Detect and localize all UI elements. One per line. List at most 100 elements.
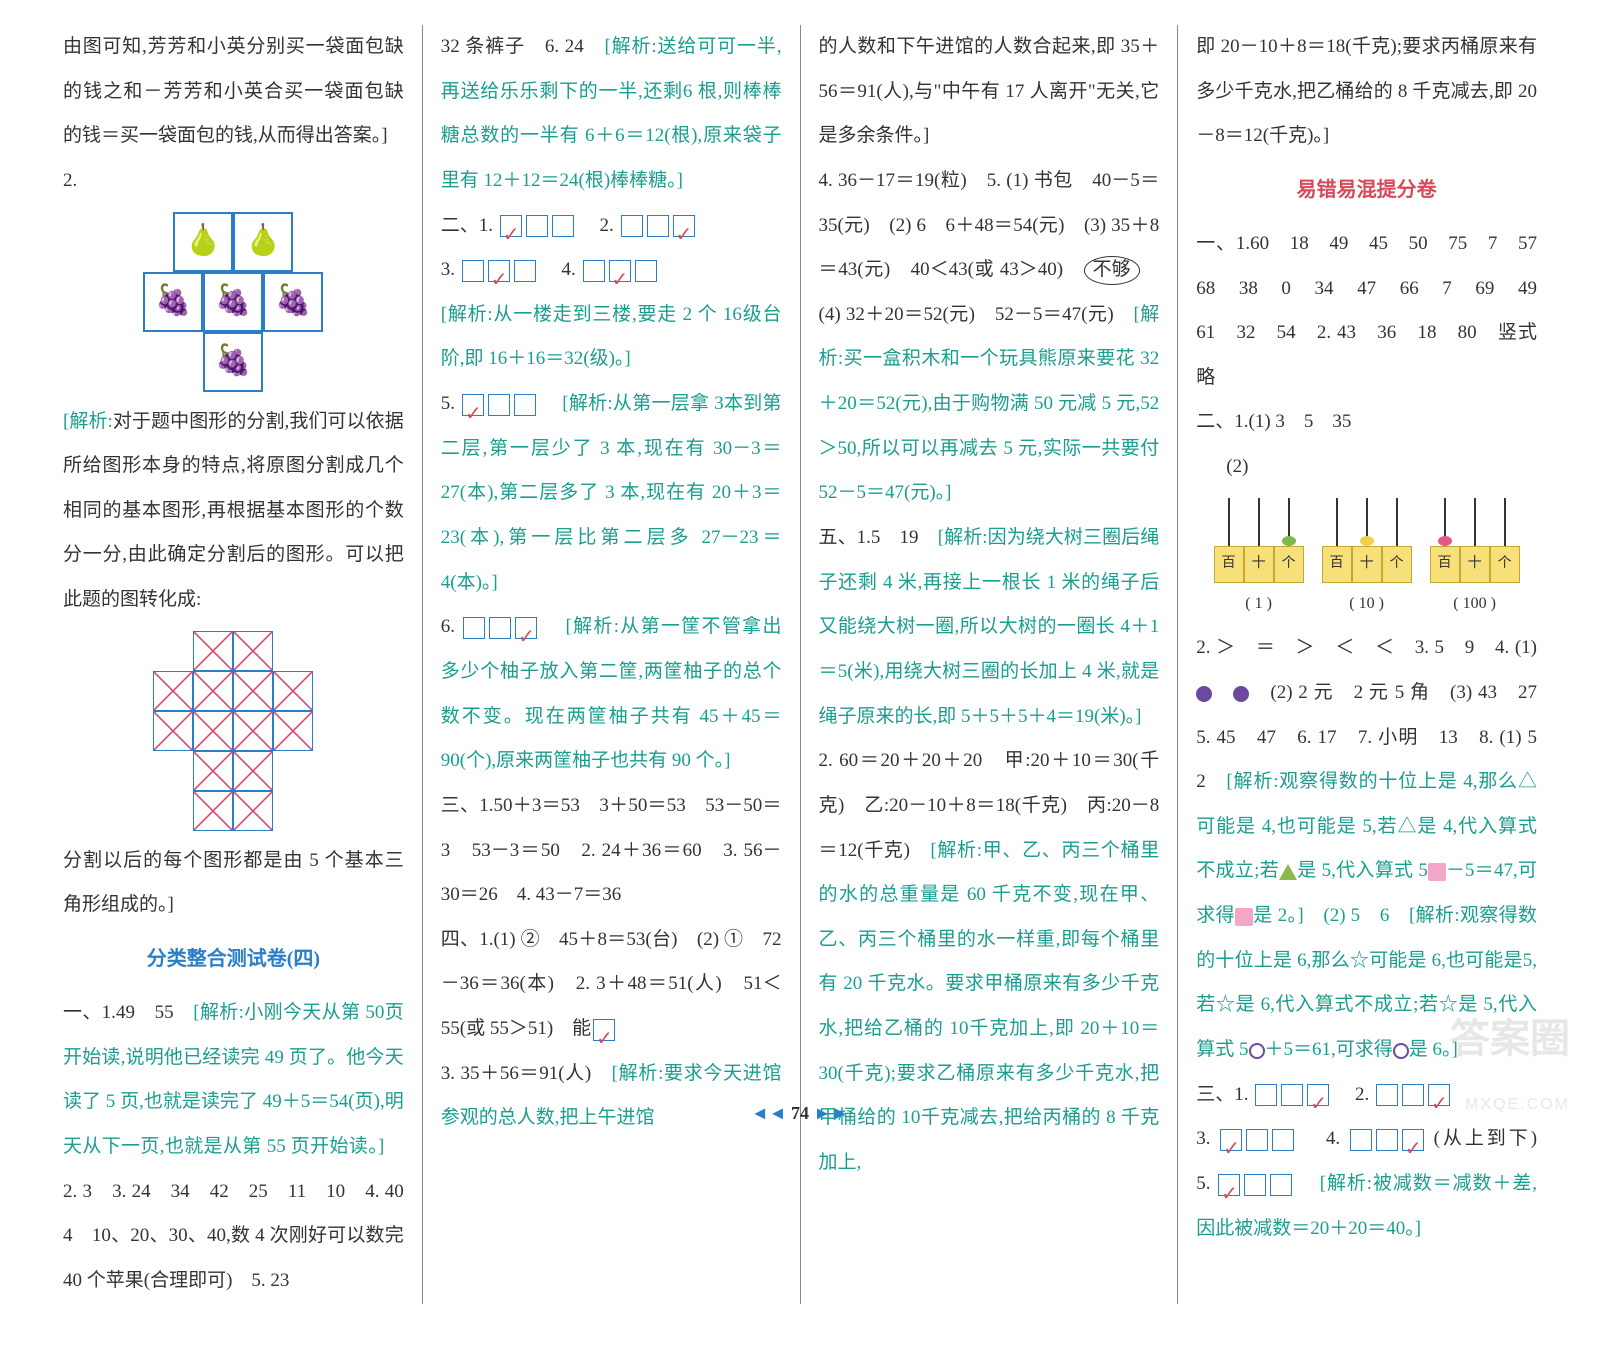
analysis-text: 是 5,代入算式 5 — [1297, 860, 1428, 881]
checkbox-icon — [462, 260, 484, 282]
circle-icon — [1196, 686, 1212, 702]
label: 五、1. — [819, 527, 871, 548]
item: 6. [解析:从第一筐不管拿出多少个柚子放入第二筐,两筐柚子的总个数不变。现在两… — [441, 605, 782, 784]
section-title: 分类整合测试卷(四) — [63, 936, 404, 983]
analysis-text: [解析:对于题中图形的分割,我们可以依据所给图形本身的特点,将原图分割成几个相同… — [63, 400, 404, 623]
checkbox-icon — [1218, 1174, 1240, 1196]
label: 三、1. — [441, 795, 494, 816]
checkbox-icon — [647, 215, 669, 237]
text: 2. ＞ ＝ ＞ ＜ ＜ 3. 5 9 4. (1) — [1196, 637, 1537, 658]
checkbox-icon — [593, 1019, 615, 1041]
item: 二、1.(1) 3 5 35 — [1196, 400, 1537, 445]
cell: 🍐 — [173, 212, 233, 272]
label: 6. — [441, 616, 455, 637]
abacus-label: 个 — [1382, 546, 1412, 583]
checkbox-icon — [609, 260, 631, 282]
analysis-text: 是 2。] (2) 5 6 — [1253, 905, 1409, 926]
text: 49 55 — [116, 1002, 193, 1023]
label: 5. — [441, 393, 455, 414]
text: 2. 3 3. 24 34 42 25 11 10 4. 40 4 10、20、… — [63, 1136, 423, 1291]
checkbox-icon — [488, 394, 510, 416]
section-title: 易错易混提分卷 — [1196, 167, 1537, 214]
checkbox-icon — [635, 260, 657, 282]
text: 3. 35＋56＝91(人) — [441, 1063, 612, 1084]
analysis-text: [解析:因为绕大树三圈后绳子还剩 4 米,再接上一根长 1 米的绳子后又能绕大树… — [819, 527, 1160, 727]
square-icon — [1428, 863, 1446, 881]
cell: 🍇 — [203, 332, 263, 392]
analysis-text: [解析:从一楼走到三楼,要走 2 个 16级台阶,即 16＋16＝32(级)。] — [441, 293, 782, 382]
checkbox-icon — [1270, 1174, 1292, 1196]
checkbox-icon — [488, 260, 510, 282]
item: 3. 4. (从上到下) 5. [解析:被减数＝减数＋差,因此被减数＝20＋20… — [1196, 1117, 1537, 1251]
square-icon — [1235, 908, 1253, 926]
item: 一、1.60 18 49 45 50 75 7 57 68 38 0 34 47… — [1196, 222, 1537, 401]
abacus-label: 个 — [1274, 546, 1304, 583]
abacus-caption: ( 100 ) — [1430, 585, 1520, 623]
page-footer: ◄◄ 74 ►► — [0, 1092, 1600, 1134]
abacus-label: 个 — [1490, 546, 1520, 583]
abacus-caption: ( 1 ) — [1214, 585, 1304, 623]
label: 四、1. — [441, 929, 494, 950]
abacus-row: 百十个 ( 1 ) 百十个 ( 10 ) 百十个 ( 100 ) — [1196, 496, 1537, 622]
abacus: 百十个 ( 100 ) — [1430, 496, 1520, 622]
checkbox-icon — [526, 215, 548, 237]
watermark-url: MXQE.COM — [1450, 1086, 1570, 1124]
checkbox-icon — [489, 617, 511, 639]
text: 32 条裤子 6. 24 [解析:送给可可一半,再送给乐乐剩下的一半,还剩6 根… — [441, 25, 782, 204]
text: 由图可知,芳芳和小英分别买一袋面包缺的钱之和－芳芳和小英合买一袋面包缺的钱＝买一… — [63, 25, 404, 159]
checkbox-icon — [514, 394, 536, 416]
text: (1) 3 5 35 — [1249, 411, 1352, 432]
checkbox-icon — [515, 617, 537, 639]
abacus-label: 百 — [1430, 546, 1460, 583]
checkbox-icon — [462, 394, 484, 416]
abacus-label: 十 — [1460, 546, 1490, 583]
analysis-text: [解析:送给可可一半,再送给乐乐剩下的一半,还剩6 根,则棒棒糖总数的一半有 6… — [441, 36, 782, 191]
abacus: 百十个 ( 10 ) — [1322, 496, 1412, 622]
abacus-label: 百 — [1214, 546, 1244, 583]
checkbox-icon — [500, 215, 522, 237]
text: 分割以后的每个图形都是由 5 个基本三角形组成的。] — [63, 839, 404, 928]
circle-icon — [1249, 1043, 1265, 1059]
fruit-cross-figure: 🍐 🍐 🍇 🍇 🍇 🍇 — [143, 212, 323, 392]
item-number: 2. — [63, 159, 404, 204]
circle-icon — [1393, 1043, 1409, 1059]
label: 4. — [562, 259, 576, 280]
abacus-caption: ( 10 ) — [1322, 585, 1412, 623]
analysis-label: [解析: — [63, 411, 113, 432]
checkbox-icon — [463, 617, 485, 639]
text: 32 条裤子 6. 24 — [441, 36, 605, 57]
label: 3. — [441, 259, 455, 280]
text: 的人数和下午进馆的人数合起来,即 35＋56＝91(人),与"中午有 17 人离… — [819, 25, 1160, 159]
abacus-label: 十 — [1352, 546, 1382, 583]
text: 对于题中图形的分割,我们可以依据所给图形本身的特点,将原图分割成几个相同的基本图… — [63, 411, 404, 611]
item: 四、1.(1) ② 45＋8＝53(台) (2) ① 72－36＝36(本) 2… — [441, 918, 782, 1052]
triangle-icon — [1279, 864, 1297, 880]
text: (2) — [1196, 445, 1537, 490]
label: 二、1. — [1196, 411, 1248, 432]
text: 60 18 49 45 50 75 7 57 68 38 0 34 47 66 … — [1196, 233, 1556, 388]
analysis-text: [解析:从第一筐不管拿出多少个柚子放入第二筐,两筐柚子的总个数不变。现在两筐柚子… — [441, 616, 782, 771]
checkbox-icon — [673, 215, 695, 237]
item: 五、1.5 19 [解析:因为绕大树三圈后绳子还剩 4 米,再接上一根长 1 米… — [819, 516, 1160, 739]
cell: 🍇 — [263, 272, 323, 332]
circle-icon — [1233, 686, 1249, 702]
checkbox-icon — [583, 260, 605, 282]
item: 4. 36－17＝19(粒) 5. (1) 书包 40－5＝35(元) (2) … — [819, 159, 1160, 516]
cell: 🍐 — [233, 212, 293, 272]
cell: 🍇 — [203, 272, 263, 332]
cell: 🍇 — [143, 272, 203, 332]
watermark-text: 答案圈 — [1450, 992, 1570, 1086]
label: 一、1. — [63, 1002, 116, 1023]
arrow-icon: ◄◄ — [751, 1103, 787, 1123]
arrow-icon: ►► — [814, 1103, 850, 1123]
analysis-text: [解析:买一盒积木和一个玩具熊原来要花 32＋20＝52(元),由于购物满 50… — [819, 304, 1160, 504]
abacus-label: 十 — [1244, 546, 1274, 583]
label: 2. — [600, 215, 614, 236]
label: 二、1. — [441, 215, 493, 236]
checkbox-icon — [1244, 1174, 1266, 1196]
abacus: 百十个 ( 1 ) — [1214, 496, 1304, 622]
checkbox-icon — [514, 260, 536, 282]
analysis-text: ＋5＝61,可求得 — [1265, 1039, 1393, 1060]
checkbox-icon — [621, 215, 643, 237]
analysis-text: [解析:从第一层拿 3本到第二层,第一层少了 3 本,现在有 30－3＝27(本… — [441, 393, 782, 593]
